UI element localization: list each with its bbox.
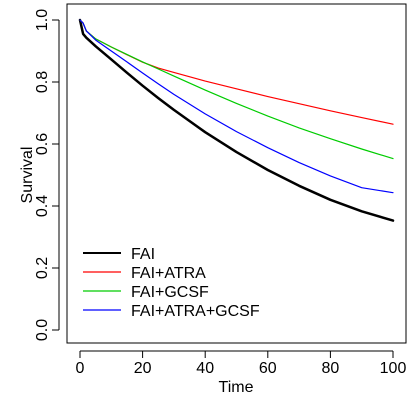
x-tick-label: 20 [134, 360, 152, 377]
y-tick-label: 1.0 [34, 9, 51, 31]
x-axis-title: Time [219, 379, 254, 396]
x-tick-label: 40 [196, 360, 214, 377]
legend-label-fai: FAI [131, 246, 155, 263]
series-line-fai [78, 18, 395, 222]
legend-label-fai-atra: FAI+ATRA [131, 265, 206, 282]
x-tick-label: 0 [76, 360, 85, 377]
x-tick-label: 80 [322, 360, 340, 377]
y-tick-label: 0.8 [34, 71, 51, 93]
legend: FAI FAI+ATRA FAI+GCSF FAI+ATRA+GCSF [83, 246, 260, 320]
y-tick-label: 0.6 [34, 133, 51, 155]
series-line-fai-atra-gcsf [79, 19, 394, 194]
y-axis-title: Survival [19, 147, 36, 204]
y-tick-label: 0.0 [34, 319, 51, 341]
y-tick-label: 0.4 [34, 195, 51, 217]
x-tick-label: 100 [380, 360, 407, 377]
x-tick-label: 60 [259, 360, 277, 377]
plot-box [66, 3, 407, 344]
y-axis: 0.0 0.2 0.4 0.6 0.8 1.0 [34, 9, 60, 341]
y-tick-label: 0.2 [34, 257, 51, 279]
legend-label-fai-gcsf: FAI+GCSF [131, 284, 209, 301]
legend-label-fai-atra-gcsf: FAI+ATRA+GCSF [131, 303, 260, 320]
series-lines [78, 18, 395, 222]
x-axis: 0 20 40 60 80 100 [76, 350, 407, 377]
